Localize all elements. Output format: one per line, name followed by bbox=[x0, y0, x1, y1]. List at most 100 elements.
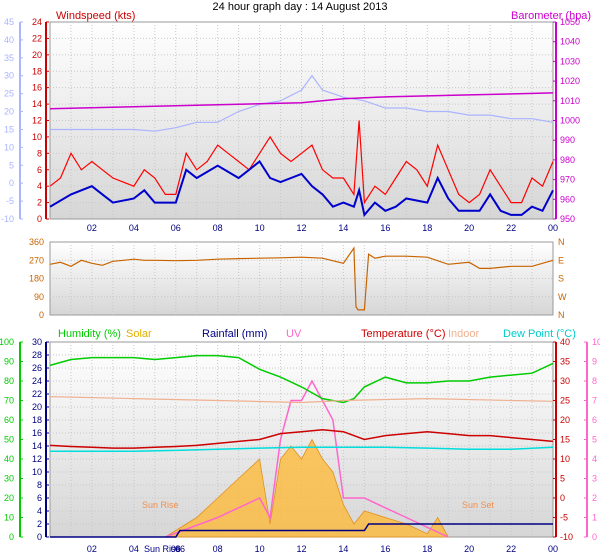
x-tick-label: 22 bbox=[506, 223, 516, 233]
legend-humidity: Humidity (%) bbox=[58, 328, 121, 340]
temperature-axis-tick-label: -10 bbox=[560, 532, 573, 542]
solar-axis-tick-label: 18 bbox=[32, 415, 42, 425]
legend-solar: Solar bbox=[126, 328, 152, 340]
temperature-axis-tick-label: 40 bbox=[560, 337, 570, 347]
temp-axis-tick-label: 20 bbox=[4, 107, 14, 117]
uv-axis-tick-label: 6 bbox=[592, 415, 597, 425]
humidity-axis-tick-label: 0 bbox=[9, 532, 14, 542]
wind-x-axis: 02 04 06 08 10 12 14 16 18 20 22 00 bbox=[87, 223, 558, 233]
temp-axis-tick-label: 10 bbox=[4, 142, 14, 152]
humidity-axis-tick-label: 40 bbox=[4, 454, 14, 464]
humidity-axis-tick-label: 50 bbox=[4, 435, 14, 445]
x-tick-label: 02 bbox=[87, 544, 97, 554]
solar-axis-tick-label: 28 bbox=[32, 350, 42, 360]
humidity-axis-tick-label: 100 bbox=[0, 337, 14, 347]
x-tick-label: 18 bbox=[422, 544, 432, 554]
temperature-axis-tick-label: 10 bbox=[560, 454, 570, 464]
legend-dew-point: Dew Point (°C) bbox=[503, 328, 576, 340]
legend-temperature: Temperature (°C) bbox=[361, 328, 445, 340]
x-tick-label: 04 bbox=[129, 223, 139, 233]
windspeed-axis-tick-label: 4 bbox=[37, 181, 42, 191]
humidity-axis-tick-label: 70 bbox=[4, 396, 14, 406]
barometer-axis-tick-label: 1040 bbox=[560, 37, 580, 47]
compass-axis-tick-label: N bbox=[558, 237, 565, 247]
direction-axis-tick-label: 0 bbox=[39, 310, 44, 320]
solar-axis-tick-label: 14 bbox=[32, 441, 42, 451]
temperature-trace-line bbox=[50, 74, 554, 132]
uv-axis-tick-label: 4 bbox=[592, 454, 597, 464]
solar-axis-tick-label: 26 bbox=[32, 363, 42, 373]
barometer-axis-tick-label: 990 bbox=[560, 135, 575, 145]
temp-axis-tick-label: -10 bbox=[1, 214, 14, 224]
uv-axis-tick-label: 1 bbox=[592, 513, 597, 523]
chart-title: 24 hour graph day : 14 August 2013 bbox=[213, 1, 388, 13]
humidity-axis-tick-label: 80 bbox=[4, 376, 14, 386]
barometer-axis-tick-label: 980 bbox=[560, 155, 575, 165]
x-tick-label: 00 bbox=[548, 223, 558, 233]
x-tick-label: 10 bbox=[255, 544, 265, 554]
legend-rainfall: Rainfall (mm) bbox=[202, 328, 267, 340]
direction-axis-tick-label: 360 bbox=[29, 237, 44, 247]
windspeed-axis-tick-label: 6 bbox=[37, 165, 42, 175]
solar-axis-tick-label: 20 bbox=[32, 402, 42, 412]
temperature-axis: -10 -5 0 5 10 15 20 25 30 35 40 bbox=[553, 337, 573, 542]
barometer-line bbox=[49, 92, 554, 110]
uv-axis-tick-label: 7 bbox=[592, 396, 597, 406]
windspeed-axis-tick-label: 12 bbox=[32, 116, 42, 126]
solar-axis-tick-label: 6 bbox=[37, 493, 42, 503]
windspeed-axis-tick-label: 22 bbox=[32, 33, 42, 43]
uv-line bbox=[165, 379, 449, 538]
x-tick-label: 16 bbox=[380, 544, 390, 554]
solar-axis-tick-label: 16 bbox=[32, 428, 42, 438]
x-tick-label: 06 bbox=[171, 544, 181, 554]
windspeed-axis-tick-label: 20 bbox=[32, 50, 42, 60]
temp-axis-tick-label: -5 bbox=[6, 196, 14, 206]
temp-axis-tick-label: 45 bbox=[4, 17, 14, 27]
x-tick-label: 10 bbox=[255, 223, 265, 233]
legend-uv: UV bbox=[286, 328, 302, 340]
sun-set-label: Sun Set bbox=[462, 500, 495, 510]
temperature-axis-tick-label: 0 bbox=[560, 493, 565, 503]
direction-axis-tick-label: 90 bbox=[34, 292, 44, 302]
temperature-axis-tick-label: 20 bbox=[560, 415, 570, 425]
x-tick-label: 12 bbox=[296, 544, 306, 554]
barometer-axis-tick-label: 1020 bbox=[560, 76, 580, 86]
direction-series bbox=[49, 246, 554, 311]
wind-series bbox=[49, 74, 554, 218]
x-tick-label: 16 bbox=[380, 223, 390, 233]
sun-rise-axis-label: Sun Rise bbox=[144, 544, 181, 554]
uv-axis: 0 1 2 3 4 5 6 7 8 9 10 bbox=[584, 337, 600, 542]
indoor-line bbox=[49, 396, 554, 404]
sun-rise-hour-label: 06 bbox=[175, 544, 185, 554]
barometer-axis-tick-label: 950 bbox=[560, 214, 575, 224]
humidity-axis-tick-label: 20 bbox=[4, 493, 14, 503]
x-tick-label: 08 bbox=[213, 544, 223, 554]
wind-temp-axis: -10 -5 0 5 10 15 20 25 30 35 40 45 bbox=[1, 17, 23, 224]
uv-axis-tick-label: 5 bbox=[592, 435, 597, 445]
uv-axis-tick-label: 9 bbox=[592, 357, 597, 367]
solar-axis-tick-label: 4 bbox=[37, 506, 42, 516]
barometer-axis-tick-label: 970 bbox=[560, 175, 575, 185]
sun-rise-label: Sun Rise bbox=[142, 500, 179, 510]
x-tick-label: 00 bbox=[548, 544, 558, 554]
uv-axis-tick-label: 2 bbox=[592, 493, 597, 503]
uv-axis-tick-label: 8 bbox=[592, 376, 597, 386]
weather-legend: Humidity (%) Solar Rainfall (mm) UV Temp… bbox=[58, 328, 576, 340]
windspeed-line bbox=[49, 160, 554, 218]
temp-axis-tick-label: 25 bbox=[4, 89, 14, 99]
barometer-axis-tick-label: 1000 bbox=[560, 116, 580, 126]
compass-axis-tick-label: W bbox=[558, 292, 567, 302]
rainfall-line bbox=[50, 523, 553, 538]
temperature-line bbox=[49, 429, 554, 449]
windspeed-axis-tick-label: 24 bbox=[32, 17, 42, 27]
barometer-axis-tick-label: 1010 bbox=[560, 96, 580, 106]
windspeed-legend: Windspeed (kts) bbox=[56, 10, 135, 22]
x-tick-label: 20 bbox=[464, 223, 474, 233]
x-tick-label: 20 bbox=[464, 544, 474, 554]
temp-axis-tick-label: 40 bbox=[4, 35, 14, 45]
temperature-axis-tick-label: 30 bbox=[560, 376, 570, 386]
